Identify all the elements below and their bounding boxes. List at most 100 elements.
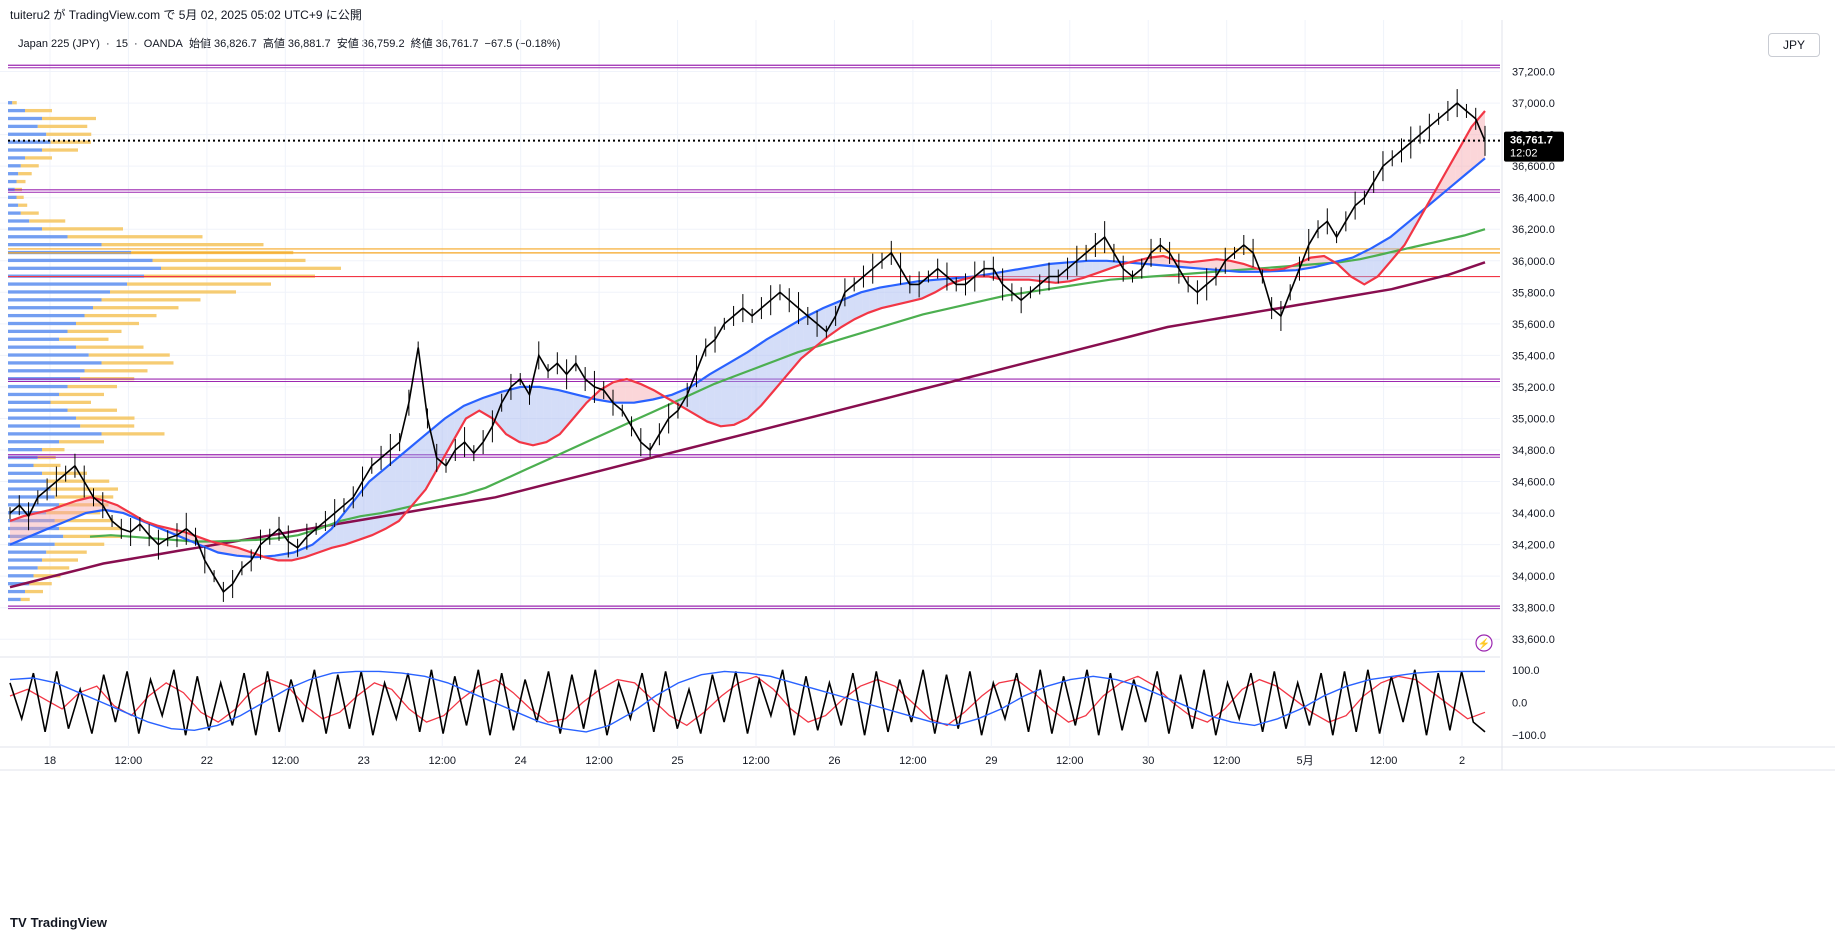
- x-tick-label: 12:00: [899, 755, 927, 767]
- ema-fill-band: [736, 354, 744, 424]
- ema-fill-band: [1040, 264, 1048, 282]
- ema-fill-band: [528, 386, 537, 445]
- ema-fill-band: [313, 537, 322, 555]
- ema-fill-band: [536, 386, 544, 445]
- ema-fill-band: [728, 358, 737, 426]
- ema-fill-band: [617, 379, 626, 403]
- ema-fill-band: [1373, 242, 1382, 279]
- x-tick-label: 2: [1459, 755, 1465, 767]
- volume-profile-bar: [54, 518, 114, 523]
- volume-profile-bar: [8, 511, 47, 515]
- volume-profile-bar: [110, 290, 236, 294]
- volume-profile-bar: [8, 542, 55, 546]
- oscillator-osc_trend-line[interactable]: [9, 670, 1485, 733]
- y-tick-label: 33,600.0: [1512, 634, 1555, 646]
- ema-fill-band: [751, 344, 759, 415]
- volume-profile-bar: [8, 424, 81, 428]
- ema-fill-band: [54, 505, 62, 527]
- y-tick-label: 33,800.0: [1512, 603, 1555, 615]
- y-tick-label: 36,600.0: [1512, 161, 1555, 173]
- volume-profile-bar: [8, 487, 51, 491]
- ema-fill-band: [217, 542, 225, 554]
- volume-profile-bar: [8, 306, 93, 310]
- ema-fill-band: [1158, 256, 1167, 266]
- ema-fill-band: [869, 288, 878, 313]
- ema-fill-band: [1069, 261, 1078, 282]
- ema-mid-line[interactable]: [9, 157, 1486, 559]
- x-tick-label: 12:00: [585, 755, 613, 767]
- alert-icon-glyph: ⚡: [1478, 637, 1490, 650]
- x-tick-label: 12:00: [272, 755, 300, 767]
- volume-profile-bar: [8, 243, 102, 247]
- ema-fill-band: [499, 390, 507, 435]
- ema-fill-band: [706, 371, 715, 425]
- volume-profile-bar: [8, 282, 127, 286]
- footer-brand: TV TradingView: [10, 915, 107, 930]
- oscillator-osc_slow-line[interactable]: [9, 675, 1486, 727]
- volume-profile-bar: [8, 337, 59, 341]
- volume-profile-bar: [8, 108, 25, 113]
- ema-fill-band: [1084, 260, 1093, 278]
- legend-symbol[interactable]: Japan 225 (JPY): [18, 38, 100, 50]
- alert-icon[interactable]: [1475, 634, 1493, 652]
- legend-open-label: 始値: [188, 38, 211, 50]
- ema-fill-band: [373, 472, 381, 535]
- publisher-header: tuiteru2 が TradingView.com で 5月 02, 2025…: [10, 8, 362, 22]
- volume-profile-bar: [8, 518, 55, 523]
- x-tick-label: 23: [358, 755, 370, 767]
- volume-profile-bar: [12, 101, 17, 105]
- volume-profile-bar: [8, 219, 30, 223]
- ema-fill-band: [454, 406, 463, 439]
- volume-profile-bar: [101, 432, 165, 436]
- volume-profile-bar: [8, 463, 34, 468]
- ema-long-line[interactable]: [9, 261, 1486, 589]
- price-line[interactable]: [9, 102, 1486, 594]
- ema-fill-band: [1470, 119, 1478, 171]
- volume-profile-bar: [16, 179, 26, 184]
- volume-profile-bar: [18, 203, 28, 207]
- oscillator-osc_fast-line[interactable]: [9, 669, 1486, 736]
- volume-profile-bar: [67, 384, 117, 389]
- ema-fast-line[interactable]: [9, 110, 1486, 562]
- volume-profile-bar: [161, 266, 341, 270]
- volume-profile-bar: [84, 369, 148, 373]
- ema-fill-band: [17, 515, 25, 542]
- ema-fill-band: [1195, 260, 1204, 269]
- y-tick-label: 36,200.0: [1512, 224, 1555, 236]
- volume-profile-bar: [8, 353, 89, 357]
- ema-fill-band: [625, 379, 633, 403]
- volume-profile-bar: [8, 227, 42, 231]
- volume-profile-bar: [8, 132, 47, 136]
- ema-fill-band: [1477, 110, 1485, 165]
- ema-fill-band: [1447, 155, 1456, 190]
- volume-profile-bar: [88, 353, 170, 357]
- ema-fill-band: [699, 376, 707, 422]
- volume-profile-bar: [8, 526, 59, 531]
- ema-fill-band: [817, 307, 826, 345]
- ema-fill-band: [425, 428, 433, 491]
- ema-slow-line[interactable]: [89, 228, 1486, 543]
- volume-profile-bar: [93, 306, 179, 310]
- ema-fill-band: [1210, 259, 1219, 271]
- currency-button[interactable]: JPY: [1768, 33, 1820, 57]
- volume-profile-bar: [8, 432, 102, 436]
- volume-profile-bar: [8, 164, 21, 168]
- ema-fill-band: [788, 322, 796, 374]
- ema-fill-band: [365, 478, 374, 538]
- ema-fill-band: [358, 485, 366, 540]
- volume-profile-bar: [8, 266, 161, 270]
- y-tick-label: 36,000.0: [1512, 256, 1555, 268]
- volume-profile-bar: [76, 321, 139, 326]
- volume-profile-bar: [29, 219, 66, 223]
- volume-profile-bar: [33, 463, 61, 468]
- ema-fill-band: [640, 383, 648, 402]
- ema-fill-band: [684, 386, 692, 413]
- ema-fill-band: [76, 498, 85, 517]
- ema-fill-band: [721, 363, 729, 427]
- volume-profile-bar: [59, 526, 122, 531]
- volume-profile-bar: [8, 361, 102, 365]
- last-price-value: 36,761.7: [1510, 135, 1553, 147]
- y-tick-label: 34,600.0: [1512, 477, 1555, 489]
- ema-fill-band: [84, 497, 92, 514]
